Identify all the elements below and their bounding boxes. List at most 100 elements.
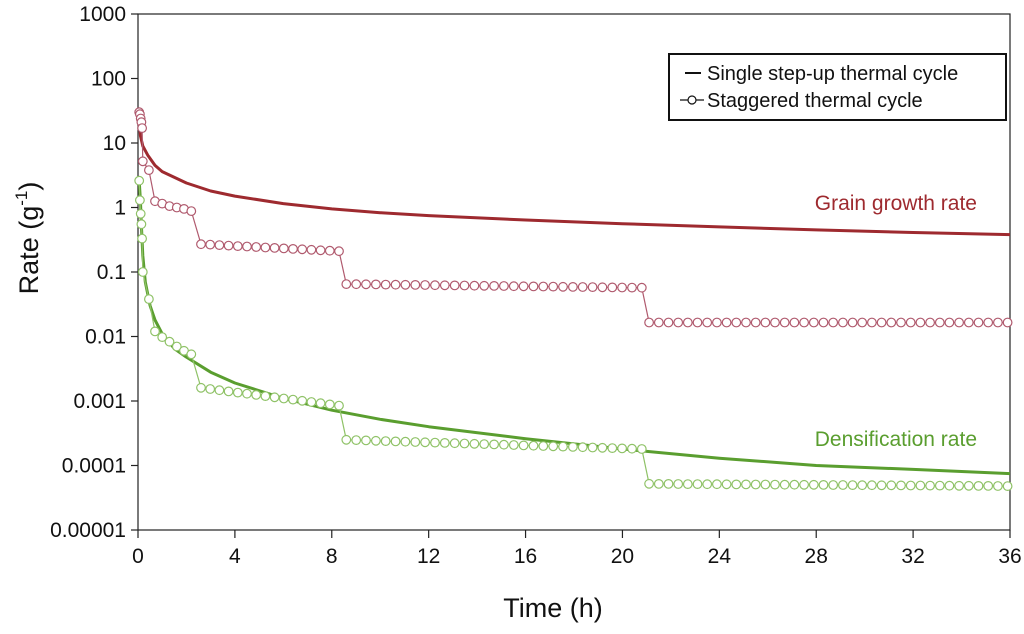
data-point: [499, 281, 509, 291]
data-point: [692, 317, 703, 328]
data-point: [528, 281, 539, 292]
data-point: [137, 267, 148, 277]
data-point: [135, 208, 146, 219]
data-point: [682, 479, 693, 490]
data-point: [278, 393, 289, 404]
data-point: [779, 317, 790, 328]
data-point: [508, 281, 519, 292]
data-point: [361, 279, 371, 290]
x-tick-label: 36: [998, 545, 1021, 568]
series-densification-rate-staggered-thermal-cycle: [134, 175, 1013, 492]
data-point: [702, 479, 713, 490]
data-point: [915, 317, 926, 328]
x-tick-label: 8: [326, 545, 338, 568]
data-point: [150, 326, 160, 337]
data-point: [351, 435, 362, 446]
data-point: [390, 436, 401, 447]
data-point: [627, 282, 637, 293]
data-point: [779, 479, 790, 490]
data-point: [186, 349, 197, 360]
data-point: [341, 279, 352, 290]
data-point: [934, 480, 945, 491]
data-point: [973, 481, 984, 491]
data-point: [469, 438, 480, 449]
data-point: [269, 242, 280, 253]
y-axis-title: Rate (g-1): [12, 182, 44, 295]
legend-label-single-step: Single step-up thermal cycle: [707, 63, 958, 85]
data-point: [459, 438, 470, 449]
data-point: [136, 219, 147, 230]
data-point: [196, 382, 206, 393]
data-point: [558, 281, 568, 292]
data-point: [896, 480, 906, 491]
data-point: [867, 317, 877, 328]
y-tick-label: 0.01: [85, 326, 126, 349]
data-point: [838, 317, 848, 328]
x-tick-label: 20: [611, 545, 634, 568]
data-point: [196, 239, 206, 250]
data-point: [828, 317, 839, 328]
data-point: [808, 479, 819, 490]
data-point: [306, 244, 317, 255]
data-point: [673, 479, 684, 489]
data-point: [214, 385, 225, 396]
data-point: [410, 437, 421, 447]
data-point: [548, 281, 559, 292]
data-point: [644, 478, 654, 489]
data-point: [371, 435, 381, 446]
y-axis-title-superscript: -1: [12, 191, 31, 206]
data-point: [617, 282, 627, 293]
data-point: [420, 437, 431, 448]
data-point: [963, 480, 974, 491]
data-point: [577, 442, 588, 453]
data-point: [915, 480, 926, 491]
data-point: [857, 317, 868, 328]
data-point: [741, 317, 751, 328]
data-point: [439, 438, 450, 448]
data-point: [644, 317, 654, 328]
data-point: [568, 282, 578, 292]
x-tick-label: 4: [229, 545, 241, 568]
data-point: [380, 436, 391, 447]
data-point: [489, 439, 500, 450]
data-point: [334, 400, 344, 411]
data-point: [607, 282, 618, 293]
data-point: [828, 480, 839, 490]
data-point: [400, 279, 411, 290]
data-point: [278, 243, 289, 254]
data-point: [799, 479, 809, 490]
data-point: [597, 282, 608, 293]
data-point: [712, 479, 722, 490]
data-point: [653, 479, 664, 489]
data-point: [876, 317, 887, 328]
data-point: [993, 317, 1003, 328]
y-tick-label: 1000: [79, 3, 126, 26]
data-point: [925, 480, 935, 491]
data-point: [750, 479, 761, 490]
data-point: [137, 123, 148, 134]
data-point: [847, 480, 858, 491]
data-point: [390, 279, 401, 290]
data-point: [137, 233, 148, 244]
data-point: [896, 317, 906, 328]
data-point: [538, 441, 549, 451]
data-point: [164, 336, 175, 347]
data-point: [818, 480, 829, 490]
data-point: [721, 479, 732, 490]
data-point: [157, 332, 168, 343]
data-point: [479, 280, 490, 291]
data-point: [260, 242, 271, 253]
data-point: [799, 317, 809, 328]
data-point: [223, 386, 234, 397]
data-point: [143, 294, 154, 305]
legend-symbol-staggered-marker: [687, 95, 697, 105]
data-point: [449, 438, 460, 449]
y-tick-label: 0.00001: [50, 519, 126, 542]
y-tick-label: 0.0001: [62, 455, 126, 478]
data-point: [663, 479, 674, 489]
data-point: [232, 387, 243, 398]
data-point: [750, 317, 761, 328]
data-point: [944, 480, 955, 491]
data-point: [558, 441, 568, 452]
